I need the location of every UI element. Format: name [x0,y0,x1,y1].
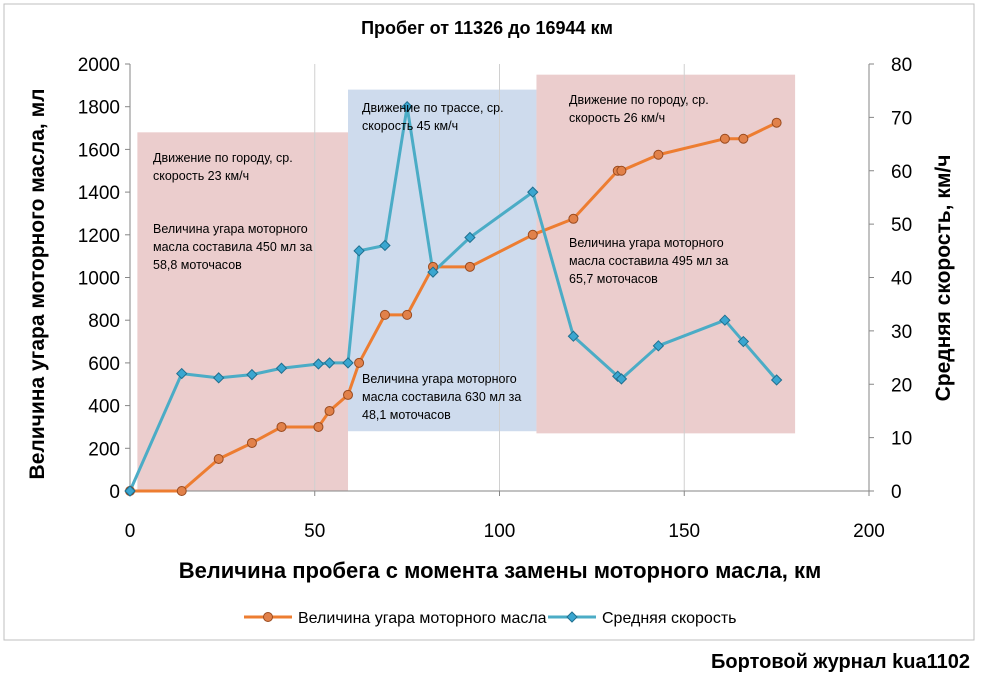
speed-point [464,231,476,244]
legend-label: Величина угара моторного масла [298,610,547,627]
y-right-tick-label: 10 [891,429,912,450]
y-left-tick-label: 1800 [78,98,120,119]
speed-point [353,245,365,257]
oil-consumption-point [213,453,224,464]
y-left-tick-label: 1400 [78,183,120,204]
y-axis-left-label: Величина угара моторного масла, мл [26,89,49,480]
speed-point [379,239,391,252]
x-tick-label: 100 [484,521,516,542]
y-left-tick-label: 800 [88,311,120,332]
region-caption-highway-title: Движение по трассе, ср. [362,101,504,115]
x-tick-label: 150 [668,521,700,542]
y-axis-right-label: Средняя скорость, км/ч [932,155,955,402]
speed-point [527,186,539,198]
oil-consumption-point [379,309,390,320]
y-right-tick-label: 40 [891,269,912,290]
speed-point [342,357,354,369]
region-caption-city-1-note: 58,8 моточасов [153,258,242,272]
y-left-tick-label: 200 [88,439,120,460]
y-right-tick-label: 0 [891,482,902,503]
speed-point [427,266,439,278]
y-right-tick-label: 80 [891,55,912,76]
y-left-tick-label: 1600 [78,140,120,161]
oil-consumption-point [313,421,324,432]
x-tick-label: 50 [304,521,325,542]
x-tick-label: 200 [853,521,885,542]
regions-layer [137,74,796,491]
oil-consumption-point [771,117,782,128]
speed-point [176,367,188,380]
oil-consumption-point [176,486,187,496]
oil-consumption-point [246,437,257,448]
oil-consumption-point [527,229,538,240]
speed-point [652,340,665,352]
y-left-tick-label: 2000 [78,55,120,76]
speed-point [401,100,413,113]
y-left-tick-label: 600 [88,354,120,375]
y-left-tick-label: 0 [109,482,120,503]
speed-point [770,374,783,386]
speed-point [124,485,136,497]
speed-point [212,372,225,384]
y-right-tick-label: 20 [891,375,912,396]
speed-point [737,335,750,348]
y-right-tick-label: 50 [891,215,912,236]
legend-marker [566,611,578,623]
oil-consumption-point [653,149,664,160]
y-left-tick-label: 400 [88,397,120,418]
oil-consumption-point [738,133,749,144]
region-city-1 [137,132,349,491]
oil-consumption-point [464,261,475,272]
region-caption-city-2-note: 65,7 моточасов [569,272,658,286]
region-caption-city-2-title: Движение по городу, ср. [569,93,709,107]
oil-consumption-point [402,309,413,320]
chart-title: Пробег от 11326 до 16944 км [361,18,613,38]
region-caption-highway-title: скорость 45 км/ч [362,119,458,133]
speed-point [719,314,731,326]
oil-consumption-point [719,133,730,144]
speed-point [615,373,628,385]
speed-point [246,368,258,381]
x-axis-label: Величина пробега с момента замены моторн… [179,558,822,583]
y-left-tick-label: 1000 [78,269,120,290]
region-caption-highway-note: масла составила 630 мл за [362,390,521,404]
speed-point [312,358,325,370]
series-layer [124,100,783,497]
axes-layer: 0200400600800100012001400160018002000010… [78,55,912,542]
y-left-tick-label: 1200 [78,226,120,247]
oil-consumption-point [324,405,335,416]
y-right-tick-label: 30 [891,322,912,343]
region-caption-city-1-title: Движение по городу, ср. [153,151,293,165]
legend: Величина угара моторного масла Средняя ск… [244,610,736,627]
oil-consumption-point [343,389,354,400]
oil-consumption-point [616,165,627,176]
y-right-tick-label: 60 [891,162,912,183]
oil-consumption-point [568,213,579,224]
region-caption-city-2-note: Величина угара моторного [569,236,724,250]
x-tick-label: 0 [125,521,136,542]
region-caption-highway-note: Величина угара моторного [362,372,517,386]
region-caption-city-1-note: Величина угара моторного [153,222,308,236]
legend-label: Средняя скорость [602,610,736,627]
region-caption-city-1-title: скорость 23 км/ч [153,169,249,183]
region-caption-city-1-note: масла составила 450 мл за [153,240,312,254]
speed-point [275,362,288,374]
region-caption-highway-note: 48,1 моточасов [362,408,451,422]
y-right-tick-label: 70 [891,108,912,129]
captions-layer: Движение по городу, ср. скорость 23 км/ч В… [153,93,728,422]
footer-caption: Бортовой журнал kua1102 [711,651,970,673]
speed-point [567,330,580,342]
oil-consumption-point [354,357,365,368]
legend-marker [263,612,273,622]
oil-consumption-point [276,421,287,432]
speed-point [323,357,336,369]
region-caption-city-2-note: масла составила 495 мл за [569,254,728,268]
region-caption-city-2-title: скорость 26 км/ч [569,111,665,125]
region-highway [348,89,537,432]
